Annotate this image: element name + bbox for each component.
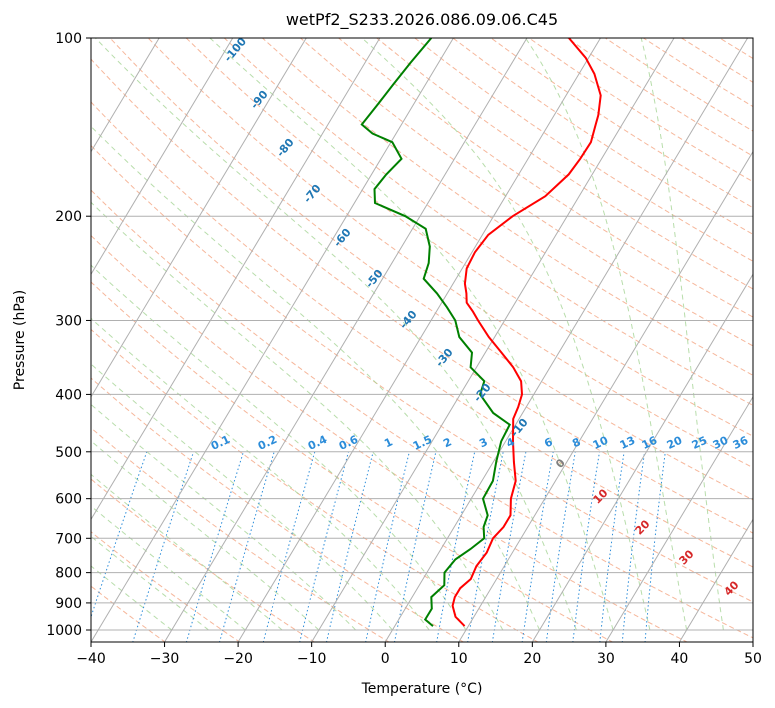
isotherm-line	[384, 38, 749, 642]
dry-adiabat-line	[91, 531, 241, 642]
dry-adiabat-line	[109, 38, 753, 501]
dry-adiabat-line	[91, 427, 390, 642]
dry-adiabat-line	[91, 377, 465, 642]
mixing-ratio-line	[644, 451, 666, 642]
moist-adiabat-line	[209, 38, 614, 631]
isotherm-line	[678, 518, 753, 642]
x-tick-label: 20	[523, 651, 541, 667]
isotherm-line	[91, 38, 381, 521]
isotherm-line	[91, 38, 160, 153]
isotherm-line	[91, 38, 234, 276]
dry-adiabat-line	[147, 38, 753, 469]
x-tick-label: 50	[744, 651, 762, 667]
isotherm-line	[458, 150, 753, 642]
dry-adiabat-line	[91, 234, 689, 642]
isotherm-line	[163, 38, 528, 642]
mixing-ratio-label: 36	[731, 434, 751, 452]
y-tick-label: 400	[55, 387, 82, 403]
isotherm-line	[91, 38, 454, 642]
moist-adiabat-line	[91, 565, 173, 631]
moist-adiabat-line	[361, 38, 651, 631]
x-tick-label: −10	[297, 651, 327, 667]
y-tick-label: 800	[55, 566, 82, 582]
mixing-ratio-label: 10	[591, 434, 611, 452]
mixing-ratio-label: 13	[618, 434, 637, 452]
x-tick-label: 30	[597, 651, 615, 667]
mixing-ratio-label: 20	[665, 434, 685, 452]
y-tick-label: 100	[55, 31, 82, 47]
mixing-ratio-line	[326, 451, 374, 642]
temperature-profile-line	[451, 38, 602, 627]
dry-adiabat-line	[91, 101, 753, 568]
y-axis-label: Pressure (hPa)	[12, 290, 28, 390]
dewpoint-profile-line	[360, 38, 511, 627]
y-tick-label: 200	[55, 209, 82, 225]
isotherm-line	[237, 38, 601, 642]
moist-adiabat-line	[91, 403, 356, 631]
profile-lines-layer	[360, 38, 602, 627]
mixing-ratio-line	[219, 451, 275, 642]
mixing-ratio-label: 30	[711, 434, 731, 452]
mixing-ratio-line	[262, 451, 316, 642]
moist-adiabat-line	[525, 38, 688, 631]
y-tick-label: 600	[55, 492, 82, 508]
dry-adiabat-line	[91, 478, 316, 642]
mixing-ratio-line	[521, 451, 554, 642]
mixing-ratio-line	[299, 451, 349, 642]
mixing-ratio-line	[572, 451, 600, 642]
moist-adiabat-line	[91, 125, 540, 631]
moist-adiabat-line	[91, 201, 504, 631]
x-tick-label: 0	[381, 651, 390, 667]
plot-frame	[90, 37, 754, 643]
mixing-ratio-line	[132, 451, 194, 642]
dry-adiabat-line	[300, 38, 753, 347]
moist-adiabat-line	[91, 473, 283, 631]
dry-adiabat-line	[91, 328, 539, 642]
moist-adiabat-line	[95, 38, 577, 631]
x-tick-label: 40	[671, 651, 689, 667]
y-tick-label: 1000	[46, 623, 82, 639]
moist-adiabat-line	[91, 363, 393, 631]
mixing-ratio-line	[545, 451, 576, 642]
isotherm-line	[91, 38, 307, 398]
mixing-ratio-label: 25	[690, 434, 709, 452]
x-axis-label: Temperature (°C)	[361, 681, 483, 697]
y-tick-label: 700	[55, 531, 82, 547]
moist-adiabat-line	[91, 505, 246, 631]
dry-adiabat-line	[223, 38, 753, 406]
moist-adiabat-line	[91, 317, 430, 631]
isotherm-line	[531, 273, 753, 642]
mixing-ratio-line	[621, 451, 646, 642]
mixing-ratio-label: 16	[640, 434, 660, 452]
y-tick-label: 900	[55, 596, 82, 612]
x-tick-label: −20	[223, 651, 253, 667]
chart-title: wetPf2_S233.2026.086.09.06.C45	[286, 10, 558, 30]
dry-adiabat-line	[91, 144, 753, 603]
x-tick-label: −30	[150, 651, 180, 667]
mixing-ratio-line	[599, 451, 625, 642]
axis-ticks-layer: −40 −30 −20 −10 0 10 20 30 40 50 100 200 300 400 500 60…	[46, 31, 762, 667]
moist-adiabat-line	[91, 264, 467, 631]
x-tick-label: 10	[450, 651, 468, 667]
y-tick-label: 300	[55, 313, 82, 329]
dry-adiabat-line	[91, 58, 753, 534]
moist-adiabat-line	[640, 38, 724, 631]
moist-adiabat-line	[91, 535, 209, 631]
mixing-ratio-line	[185, 451, 244, 642]
isotherm-line	[605, 395, 753, 642]
moist-adiabat-line	[91, 440, 320, 631]
y-tick-label: 500	[55, 445, 82, 461]
dry-adiabat-line	[262, 38, 753, 376]
x-tick-label: −40	[76, 651, 106, 667]
